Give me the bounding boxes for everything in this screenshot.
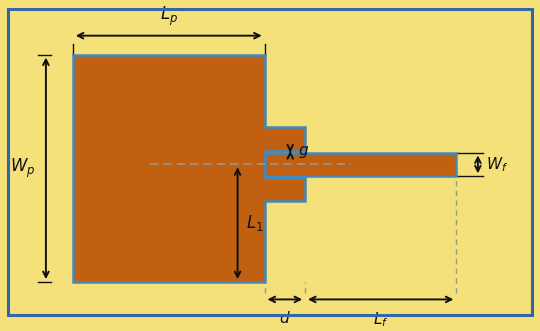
Bar xyxy=(265,153,456,176)
Text: $W_f$: $W_f$ xyxy=(486,155,508,174)
Text: $g$: $g$ xyxy=(299,144,309,160)
Text: $L_f$: $L_f$ xyxy=(373,310,388,329)
Text: $L_1$: $L_1$ xyxy=(246,213,264,233)
Text: $L_p$: $L_p$ xyxy=(160,5,178,28)
Text: $d$: $d$ xyxy=(279,310,291,326)
Text: $W_p$: $W_p$ xyxy=(10,157,35,180)
Polygon shape xyxy=(73,55,305,282)
